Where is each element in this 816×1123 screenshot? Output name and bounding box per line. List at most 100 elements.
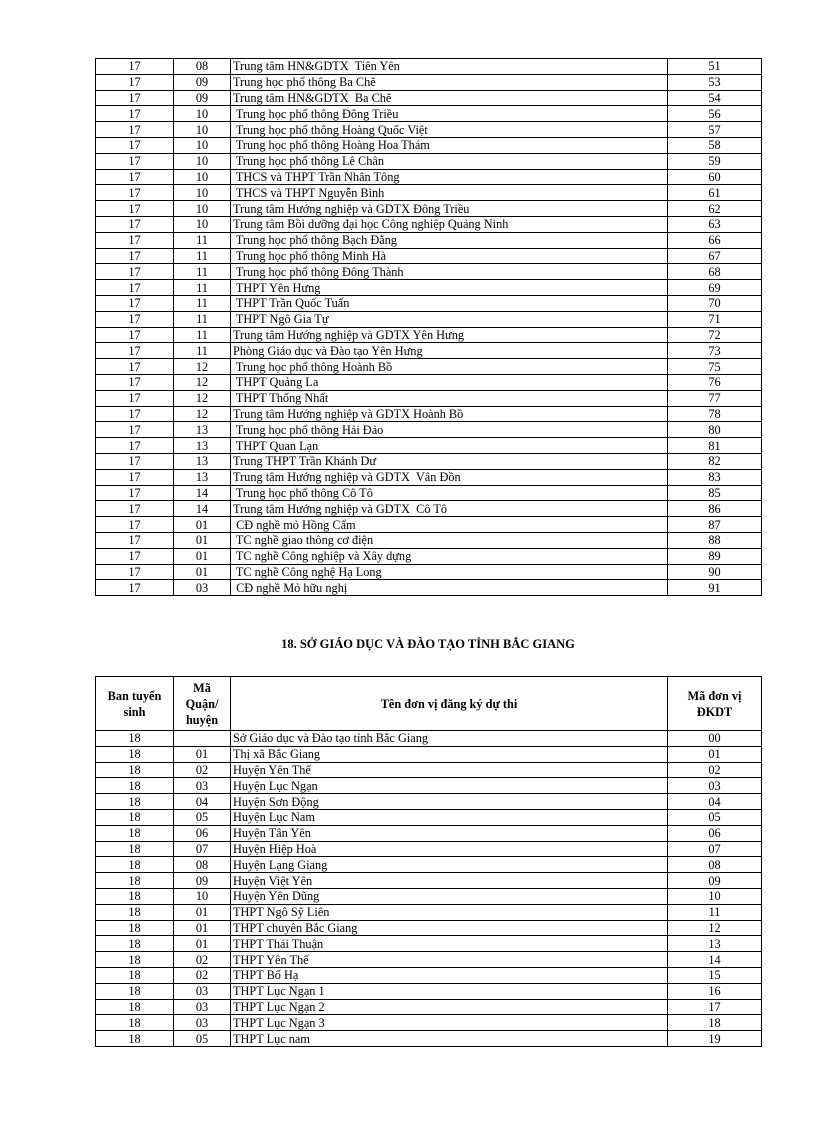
unit-code-cell: 73 [667,342,762,360]
unit-code-cell: 07 [667,840,762,858]
table-row: 17 13 Trung học phổ thông Hải Đảo 80 [95,421,762,439]
district-code-cell: 10 [173,152,231,170]
table-row: 18 10 Huyện Yên Dũng 10 [95,887,762,905]
unit-name-cell: Huyện Hiệp Hoà [230,840,668,858]
unit-code-cell: 58 [667,136,762,154]
district-code-cell: 03 [173,998,231,1016]
table-row: 17 10 Trung tâm Hướng nghiệp và GDTX Đông … [95,200,762,217]
header-district-code: Mã Quận/ huyện [173,676,231,731]
unit-code-cell: 62 [667,200,762,217]
table-row: 17 14 Trung tâm Hướng nghiệp và GDTX Cô Tô… [95,500,762,518]
district-code-cell: 08 [173,856,231,874]
unit-code-cell: 82 [667,452,762,470]
section-title: 18. SỞ GIÁO DỤC VÀ ĐÀO TẠO TỈNH BẮC GIAN… [281,637,575,651]
district-code-cell: 10 [173,200,231,217]
district-code-cell: 11 [173,310,231,328]
units-table-18: Ban tuyển sinh Mã Quận/ huyện Tên đơn vị… [95,676,762,1047]
unit-code-cell: 91 [667,579,762,597]
unit-code-cell: 10 [667,887,762,905]
unit-name-cell: Trung học phổ thông Cô Tô [230,484,668,502]
unit-name-cell: THPT Lục Ngạn 3 [230,1014,668,1032]
unit-code-cell: 14 [667,951,762,968]
board-cell: 17 [95,310,174,328]
district-code-cell: 07 [173,840,231,858]
district-code-cell: 10 [173,184,231,202]
board-cell: 17 [95,184,174,202]
district-code-cell: 12 [173,358,231,375]
table-row: 17 10 Trung học phổ thông Hoàng Quốc Việt… [95,121,762,138]
district-code-cell: 09 [173,73,231,91]
unit-code-cell: 63 [667,215,762,233]
table-row: 18 04 Huyện Sơn Động 04 [95,793,762,810]
table-row: 17 10 Trung học phổ thông Hoàng Hoa Thám 5… [95,136,762,154]
unit-code-cell: 88 [667,531,762,549]
unit-code-cell: 69 [667,279,762,296]
unit-name-cell: THPT Thống Nhất [230,389,668,407]
unit-name-cell: Trung tâm HN&GDTX Ba Chẽ [230,89,668,107]
unit-code-cell: 17 [667,998,762,1016]
table-row: 17 03 CĐ nghề Mỏ hữu nghị 91 [95,579,762,597]
district-code-cell: 06 [173,824,231,842]
table-row: 18 09 Huyện Việt Yên 09 [95,872,762,889]
board-cell: 17 [95,358,174,375]
board-cell: 17 [95,58,174,75]
board-cell: 17 [95,105,174,123]
district-code-cell: 03 [173,579,231,597]
table-row: 17 11 Trung học phổ thông Minh Hà 67 [95,247,762,265]
district-code-cell: 14 [173,500,231,518]
board-cell: 17 [95,247,174,265]
unit-name-cell: Trung học phổ thông Đông Thành [230,263,668,281]
unit-code-cell: 03 [667,777,762,795]
board-cell: 18 [95,1014,174,1032]
board-cell: 18 [95,966,174,984]
board-cell: 17 [95,421,174,439]
unit-code-cell: 12 [667,919,762,937]
table-row: 17 12 Trung tâm Hướng nghiệp và GDTX Hoành… [95,405,762,423]
unit-name-cell: Trung học phổ thông Hoàng Hoa Thám [230,136,668,154]
district-code-cell: 03 [173,1014,231,1032]
board-cell: 17 [95,452,174,470]
unit-name-cell: Huyện Sơn Động [230,793,668,810]
unit-name-cell: Trung tâm Bồi dưỡng đại học Công nghiệp … [230,215,668,233]
table-row: 18 03 THPT Lục Ngạn 3 18 [95,1014,762,1032]
unit-name-cell: Trung tâm Hướng nghiệp và GDTX Đông Triề… [230,200,668,217]
district-code-cell: 10 [173,121,231,138]
district-code-cell: 02 [173,966,231,984]
district-code-cell: 01 [173,563,231,581]
table-row: 18 06 Huyện Tân Yên 06 [95,824,762,842]
table-row: 17 11 Trung học phổ thông Đông Thành 68 [95,263,762,281]
district-code-cell: 03 [173,777,231,795]
header-admission-board: Ban tuyển sinh [95,676,174,731]
unit-code-cell: 06 [667,824,762,842]
unit-name-cell: THPT Quan Lạn [230,437,668,454]
table-row: 18 Sở Giáo dục và Đào tạo tỉnh Bắc Giang 0… [95,730,762,747]
board-cell: 18 [95,1030,174,1047]
board-cell: 18 [95,998,174,1016]
table-row: 18 08 Huyện Lạng Giang 08 [95,856,762,874]
table-row: 17 01 TC nghề giao thông cơ điện 88 [95,531,762,549]
table-row: 18 03 Huyện Lục Ngạn 03 [95,777,762,795]
board-cell: 17 [95,579,174,597]
board-cell: 17 [95,547,174,565]
board-cell: 17 [95,484,174,502]
board-cell: 17 [95,326,174,344]
table-row: 17 13 Trung THPT Trần Khánh Dư 82 [95,452,762,470]
unit-name-cell: Trung học phổ thông Hoành Bồ [230,358,668,375]
board-cell: 17 [95,136,174,154]
table-row: 17 13 Trung tâm Hướng nghiệp và GDTX Vân Đ… [95,468,762,486]
unit-code-cell: 56 [667,105,762,123]
board-cell: 17 [95,294,174,312]
unit-name-cell: Trung THPT Trần Khánh Dư [230,452,668,470]
district-code-cell: 01 [173,919,231,937]
unit-name-cell: CĐ nghề mỏ Hồng Cẩm [230,516,668,533]
unit-code-cell: 81 [667,437,762,454]
unit-name-cell: TC nghề Công nghiệp và Xây dựng [230,547,668,565]
district-code-cell: 09 [173,872,231,889]
table-header-row: Ban tuyển sinh Mã Quận/ huyện Tên đơn vị… [95,676,762,731]
unit-name-cell: THPT Yên Thế [230,951,668,968]
district-code-cell: 10 [173,887,231,905]
unit-name-cell: THPT Trần Quốc Tuấn [230,294,668,312]
unit-code-cell: 59 [667,152,762,170]
unit-code-cell: 57 [667,121,762,138]
board-cell: 17 [95,215,174,233]
